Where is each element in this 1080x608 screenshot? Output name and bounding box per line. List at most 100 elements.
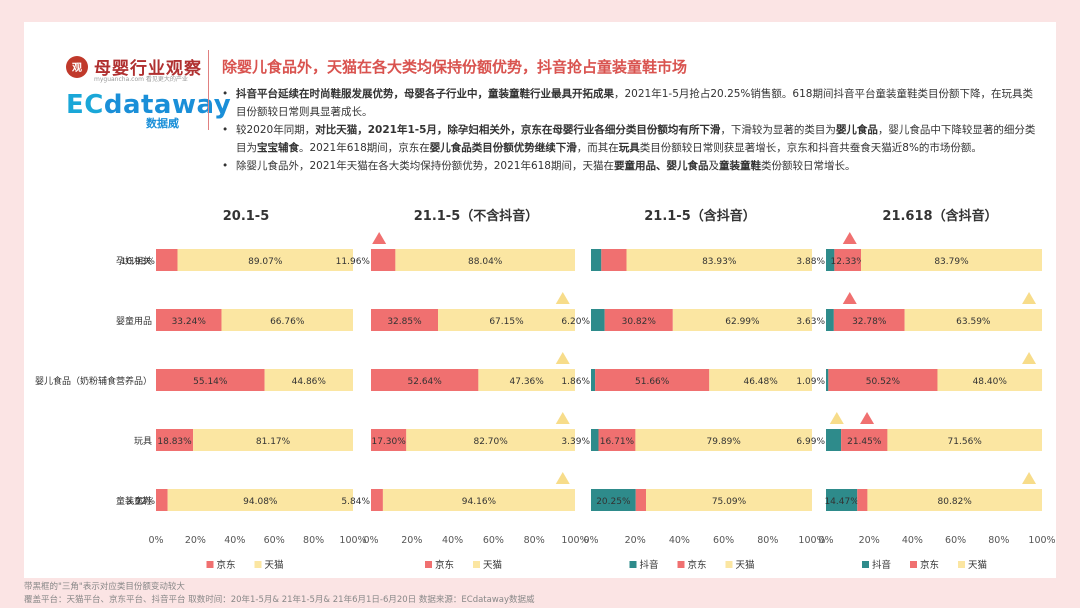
x-tick-label: 100% [339,535,366,546]
bar-segment-jd [371,369,479,391]
legend-label: 天猫 [265,559,284,571]
data-label: 6.99% [796,437,825,447]
x-tick-label: 20% [859,535,880,546]
bar-segment-jd [604,309,673,331]
data-label: 6.20% [561,317,590,327]
source-note: 覆盖平台：天猫平台、京东平台、抖音平台 取数时间：20年1-5月& 21年1-5… [24,595,535,605]
legend-swatch [425,561,432,568]
bar-segment-jd [828,369,938,391]
data-label: 89.07% [248,257,283,267]
x-tick-label: 40% [224,535,245,546]
x-tick-label: 60% [483,535,504,546]
x-tick-label: 20% [401,535,422,546]
bullet-text-run: 及 [708,160,719,172]
bar-segment-jd [371,249,396,271]
header-divider [208,50,209,130]
legend-swatch [958,561,965,568]
row-label: 婴儿食品（奶粉辅食营养品） [35,375,152,387]
bullet-text-run: 。2021年618期间，京东在 [299,142,430,154]
data-label: 44.86% [292,377,327,387]
legend-label: 抖音 [872,559,891,571]
row-label: 玩具 [134,436,152,447]
change-triangle-yellow [555,292,570,304]
bar-segment-tmall [626,249,812,271]
legend-label: 天猫 [736,559,755,571]
data-label: 16.71% [600,437,635,447]
x-tick-label: 100% [798,535,825,546]
bullet-text-run: ，而其在 [576,142,619,154]
row-label: 孕妇相关 [116,255,152,267]
x-tick-label: 100% [561,535,588,546]
data-label: 18.83% [157,437,192,447]
bar-segment-jd [833,309,905,331]
ecdataway-logo-dataway: dataway [103,90,232,120]
bar-segment-tmall [861,249,1042,271]
x-tick-label: 80% [303,535,324,546]
data-label: 33.24% [172,317,207,327]
data-label: 5.84% [341,497,370,507]
data-label: 47.36% [510,377,545,387]
x-tick-label: 40% [442,535,463,546]
bar-segment-tmall [177,249,353,271]
bullet-text-run: ，下滑较为显著的类目为 [720,124,836,136]
bar-segment-tmall [937,369,1043,391]
bar-segment-tmall [438,309,575,331]
bar-segment-jd [156,249,178,271]
bar-segment-tmall [167,489,353,511]
data-label: 81.17% [256,437,291,447]
bullet-text-run: 婴儿食品 [835,124,878,136]
bar-segment-jd [834,249,862,271]
bar-segment-jd [841,429,888,451]
legend-swatch [629,561,637,568]
legend-swatch [725,561,733,568]
x-tick-label: 80% [524,535,545,546]
bar-segment-jd [371,429,407,451]
x-tick-label: 60% [264,535,285,546]
data-label: 94.16% [462,497,497,507]
bar-segment-tmall [672,309,813,331]
bullet-text-run: 童装童鞋 [718,160,761,172]
summary-bullet: 抖音平台延续在时尚鞋服发展优势，母婴各子行业中，童装童鞋行业最具开拓成果，202… [222,85,1042,121]
bar-segment-tmall [406,429,575,451]
bar-segment-tmall [221,309,353,331]
bar-segment-douyin [591,489,636,511]
bar-segment-douyin [826,309,834,331]
data-label: 21.45% [847,437,882,447]
slide-title: 除婴儿食品外，天猫在各大类均保持份额优势，抖音抢占童装童鞋市场 [222,58,688,76]
x-tick-label: 20% [185,535,206,546]
legend-swatch [910,561,917,568]
bar-segment-jd [156,429,194,451]
bullet-text-run: ，婴儿食品中下降较显著的细分类目为 [236,124,1036,154]
change-triangle-red [842,292,857,304]
data-label: 71.56% [948,437,983,447]
data-label: 10.93% [121,257,156,267]
data-label: 3.88% [796,257,825,267]
change-triangle-red [860,412,875,424]
data-label: 32.78% [852,317,887,327]
data-label: 20.25% [596,497,631,507]
panel-title: 20.1-5 [223,209,270,224]
bar-segment-tmall [382,489,575,511]
muying-logo: 观 母婴行业观察 [66,54,202,79]
data-label: 46.48% [743,377,778,387]
x-tick-label: 100% [1028,535,1055,546]
data-label: 17.30% [371,437,406,447]
data-label: 63.59% [956,317,991,327]
data-label: 79.89% [707,437,742,447]
x-tick-label: 60% [945,535,966,546]
bar-segment-douyin [826,429,842,451]
data-label: 14.47% [824,497,859,507]
bar-segment-tmall [478,369,575,391]
data-label: 94.08% [243,497,278,507]
ecdataway-logo-cn: 数据威 [146,117,179,130]
data-label: 83.93% [702,257,737,267]
x-tick-label: 0% [363,535,378,546]
bullet-text-run: 抖音平台延续在时尚鞋服发展优势，母婴各子行业中，童装童鞋行业最具开拓成果 [236,88,614,100]
bullet-text-run: 类份额较日常增长。 [760,160,856,172]
data-label: 55.14% [193,377,228,387]
data-label: 88.04% [468,257,503,267]
panel-title: 21.618（含抖音） [882,208,997,224]
legend-label: 京东 [920,559,939,571]
change-triangle-red [372,232,387,244]
